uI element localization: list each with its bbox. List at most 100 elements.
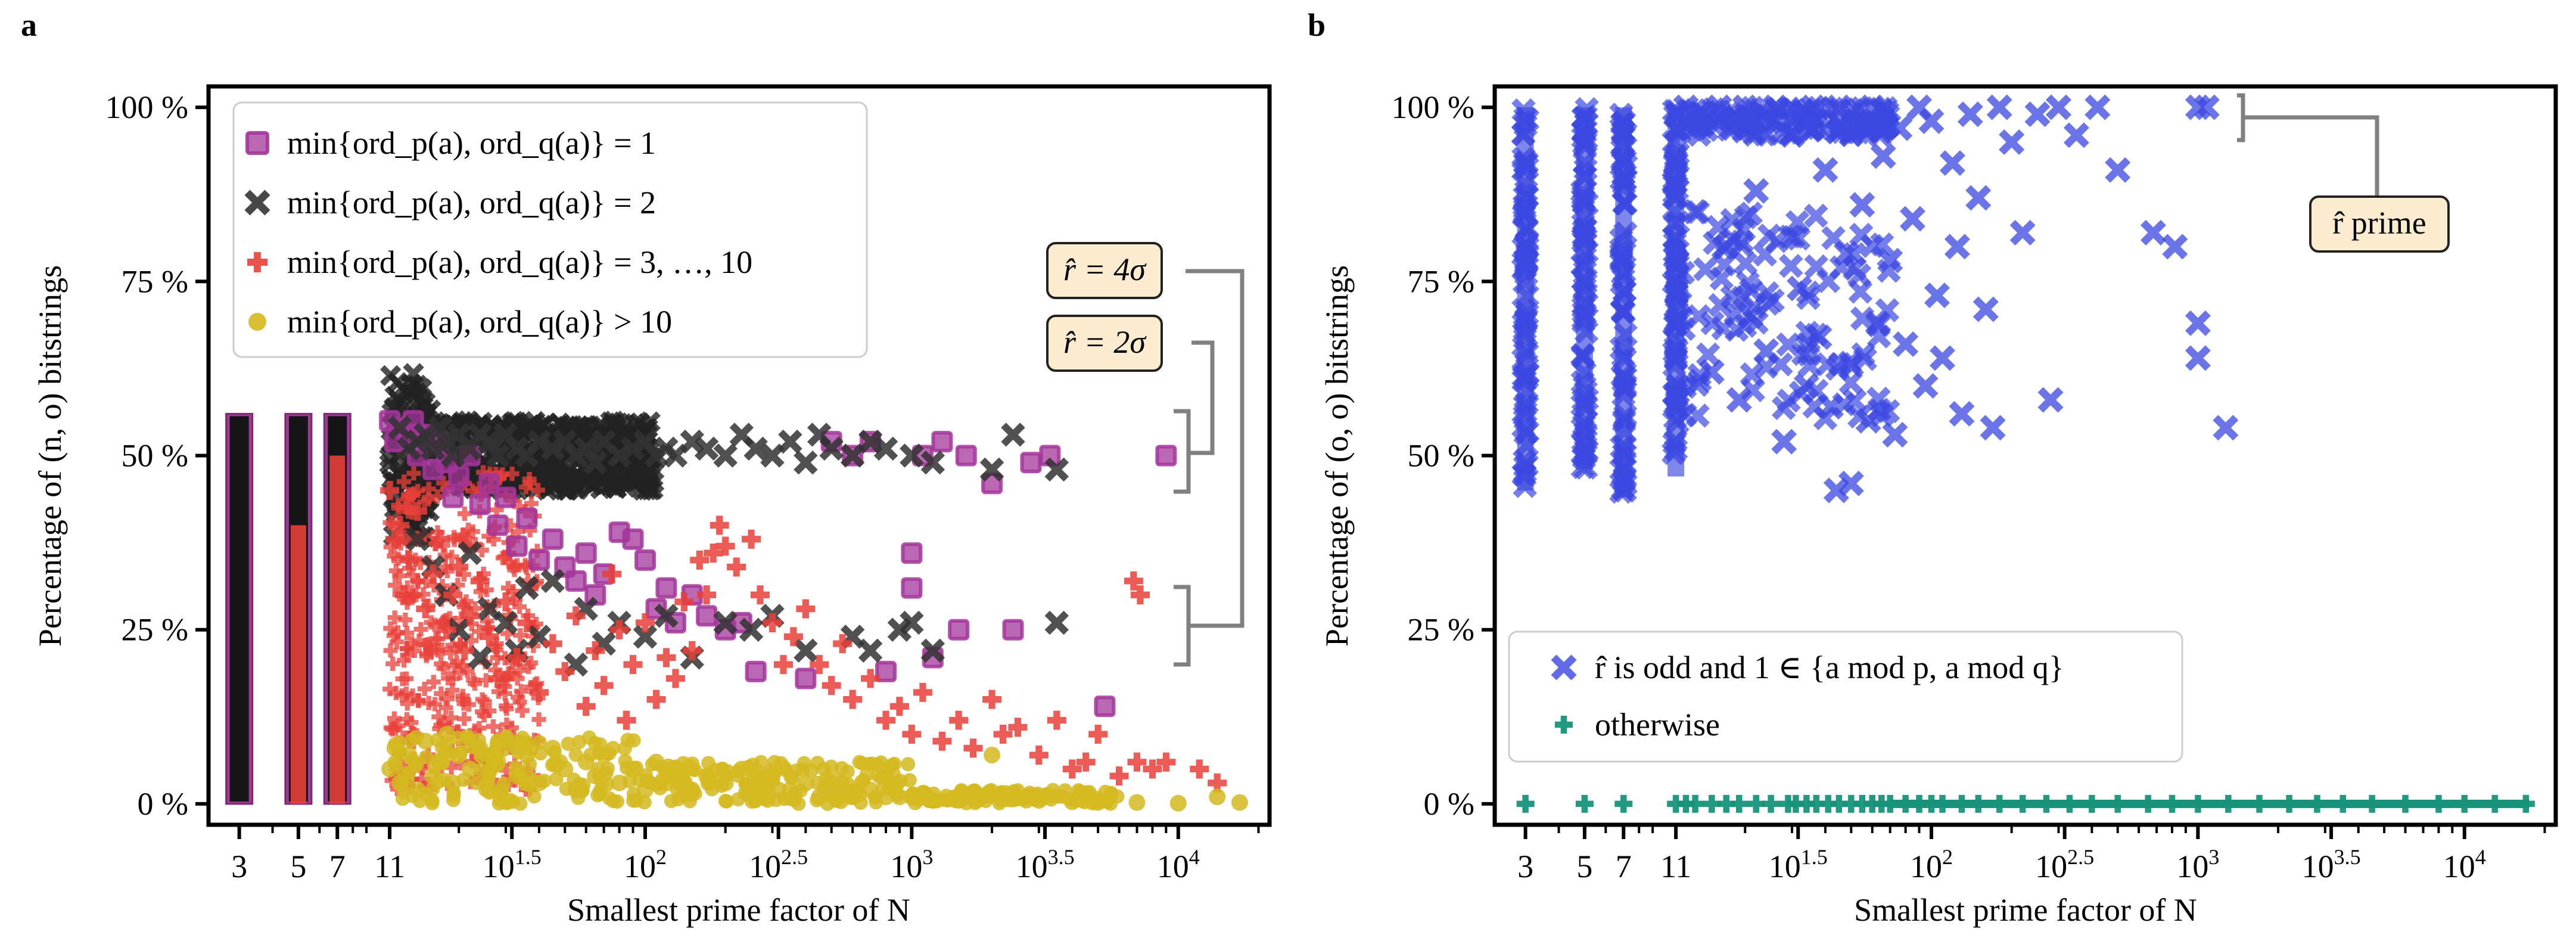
band-mark xyxy=(490,650,505,665)
data-point xyxy=(1732,94,1758,120)
band-mark xyxy=(404,715,419,730)
data-point xyxy=(1706,94,1732,120)
band-mark xyxy=(556,479,578,501)
band-mark xyxy=(391,498,406,513)
band-mark xyxy=(834,761,849,776)
data-point xyxy=(1944,234,1970,260)
data-point xyxy=(540,569,565,594)
data-point xyxy=(1762,94,1788,120)
band-mark xyxy=(626,793,640,808)
density-mark xyxy=(1573,271,1598,296)
data-point xyxy=(434,429,459,454)
band-mark xyxy=(590,788,605,803)
data-point xyxy=(713,610,738,635)
data-point xyxy=(576,697,596,716)
x-tick-label: 5 xyxy=(290,849,306,884)
data-point xyxy=(1957,101,1983,128)
data-point xyxy=(794,638,818,663)
band-mark xyxy=(1743,122,1767,147)
data-point xyxy=(455,641,474,660)
band-mark xyxy=(445,683,460,698)
data-point xyxy=(441,443,465,468)
data-point xyxy=(876,710,896,730)
band-mark xyxy=(397,474,412,489)
data-point xyxy=(902,725,922,744)
data-point xyxy=(1698,359,1725,385)
x-tick-label: 7 xyxy=(329,849,346,884)
x-tick-label: 3 xyxy=(1517,849,1533,884)
data-point xyxy=(1812,157,1838,183)
density-mark xyxy=(1610,123,1635,148)
data-point xyxy=(680,429,705,454)
panel-a: 0 % 25 % 50 % 75 % 100 % 3 5 7 11 101.5 102 102.5 1… xyxy=(32,84,1272,928)
data-point xyxy=(428,415,452,440)
density-mark xyxy=(1609,103,1634,127)
data-point xyxy=(1787,275,1813,302)
band-mark xyxy=(387,549,402,564)
data-point xyxy=(949,710,969,730)
density-mark xyxy=(1612,279,1637,304)
panel-b-y-ticks: 0 % 25 % 50 % 75 % 100 % xyxy=(1392,89,1495,822)
data-point xyxy=(901,577,923,599)
density-mark xyxy=(1515,156,1539,180)
x-tick-label: 102 xyxy=(624,845,667,884)
y-tick-label: 100 % xyxy=(105,89,188,125)
data-point xyxy=(1793,373,1819,399)
data-point xyxy=(875,660,897,682)
density-mark xyxy=(1573,409,1598,433)
data-point xyxy=(654,604,679,628)
data-point xyxy=(488,669,508,688)
band-mark xyxy=(428,697,443,712)
band-mark xyxy=(1103,785,1118,800)
data-point xyxy=(1980,415,2006,441)
data-point xyxy=(390,515,409,535)
data-point xyxy=(577,753,595,771)
density-mark xyxy=(1513,474,1537,498)
band-mark xyxy=(664,794,679,809)
density-mark xyxy=(1512,270,1537,294)
y-tick-label: 0 % xyxy=(1424,786,1474,822)
data-point xyxy=(887,617,912,642)
band-mark xyxy=(1816,269,1841,293)
data-point xyxy=(773,655,793,675)
data-point xyxy=(797,774,814,791)
legend-label: min{ord_p(a), ord_q(a)} = 2 xyxy=(287,185,656,220)
band-mark xyxy=(515,703,530,718)
band-mark xyxy=(1687,122,1712,147)
band-mark xyxy=(719,794,734,809)
panel-b-annotation: r̂ prime xyxy=(2237,93,2450,253)
band-mark xyxy=(395,672,410,687)
data-point xyxy=(529,682,549,702)
data-point xyxy=(667,760,684,778)
data-point xyxy=(442,486,464,508)
band-mark xyxy=(1706,215,1731,240)
band-mark xyxy=(1757,223,1782,248)
data-point xyxy=(496,592,516,611)
band-mark xyxy=(1849,222,1874,247)
density-mark xyxy=(1575,97,1599,122)
density-mark xyxy=(1613,347,1637,371)
data-point xyxy=(449,557,469,577)
band-mark xyxy=(466,673,481,688)
data-point xyxy=(399,550,419,570)
panel-b-x-ticks: 3 5 7 11 101.5 102 102.5 103 103.5 104 xyxy=(1517,825,2546,884)
data-point xyxy=(470,571,490,591)
band-mark xyxy=(410,573,425,588)
data-point xyxy=(497,732,515,750)
data-point xyxy=(745,660,767,682)
data-point xyxy=(704,543,723,563)
band-mark xyxy=(511,689,525,704)
x-tick-label: 5 xyxy=(1576,849,1592,884)
data-point xyxy=(750,585,770,605)
band-mark xyxy=(481,766,496,781)
data-point xyxy=(1882,421,1908,448)
data-point xyxy=(1973,296,1999,322)
band-mark xyxy=(561,737,575,751)
data-point xyxy=(658,774,675,791)
data-point xyxy=(950,792,967,809)
data-point xyxy=(444,774,462,791)
data-point xyxy=(657,648,676,667)
data-point xyxy=(624,760,642,778)
panel-a-x-axis-label: Smallest prime factor of N xyxy=(567,892,910,928)
data-point xyxy=(1762,794,1780,813)
